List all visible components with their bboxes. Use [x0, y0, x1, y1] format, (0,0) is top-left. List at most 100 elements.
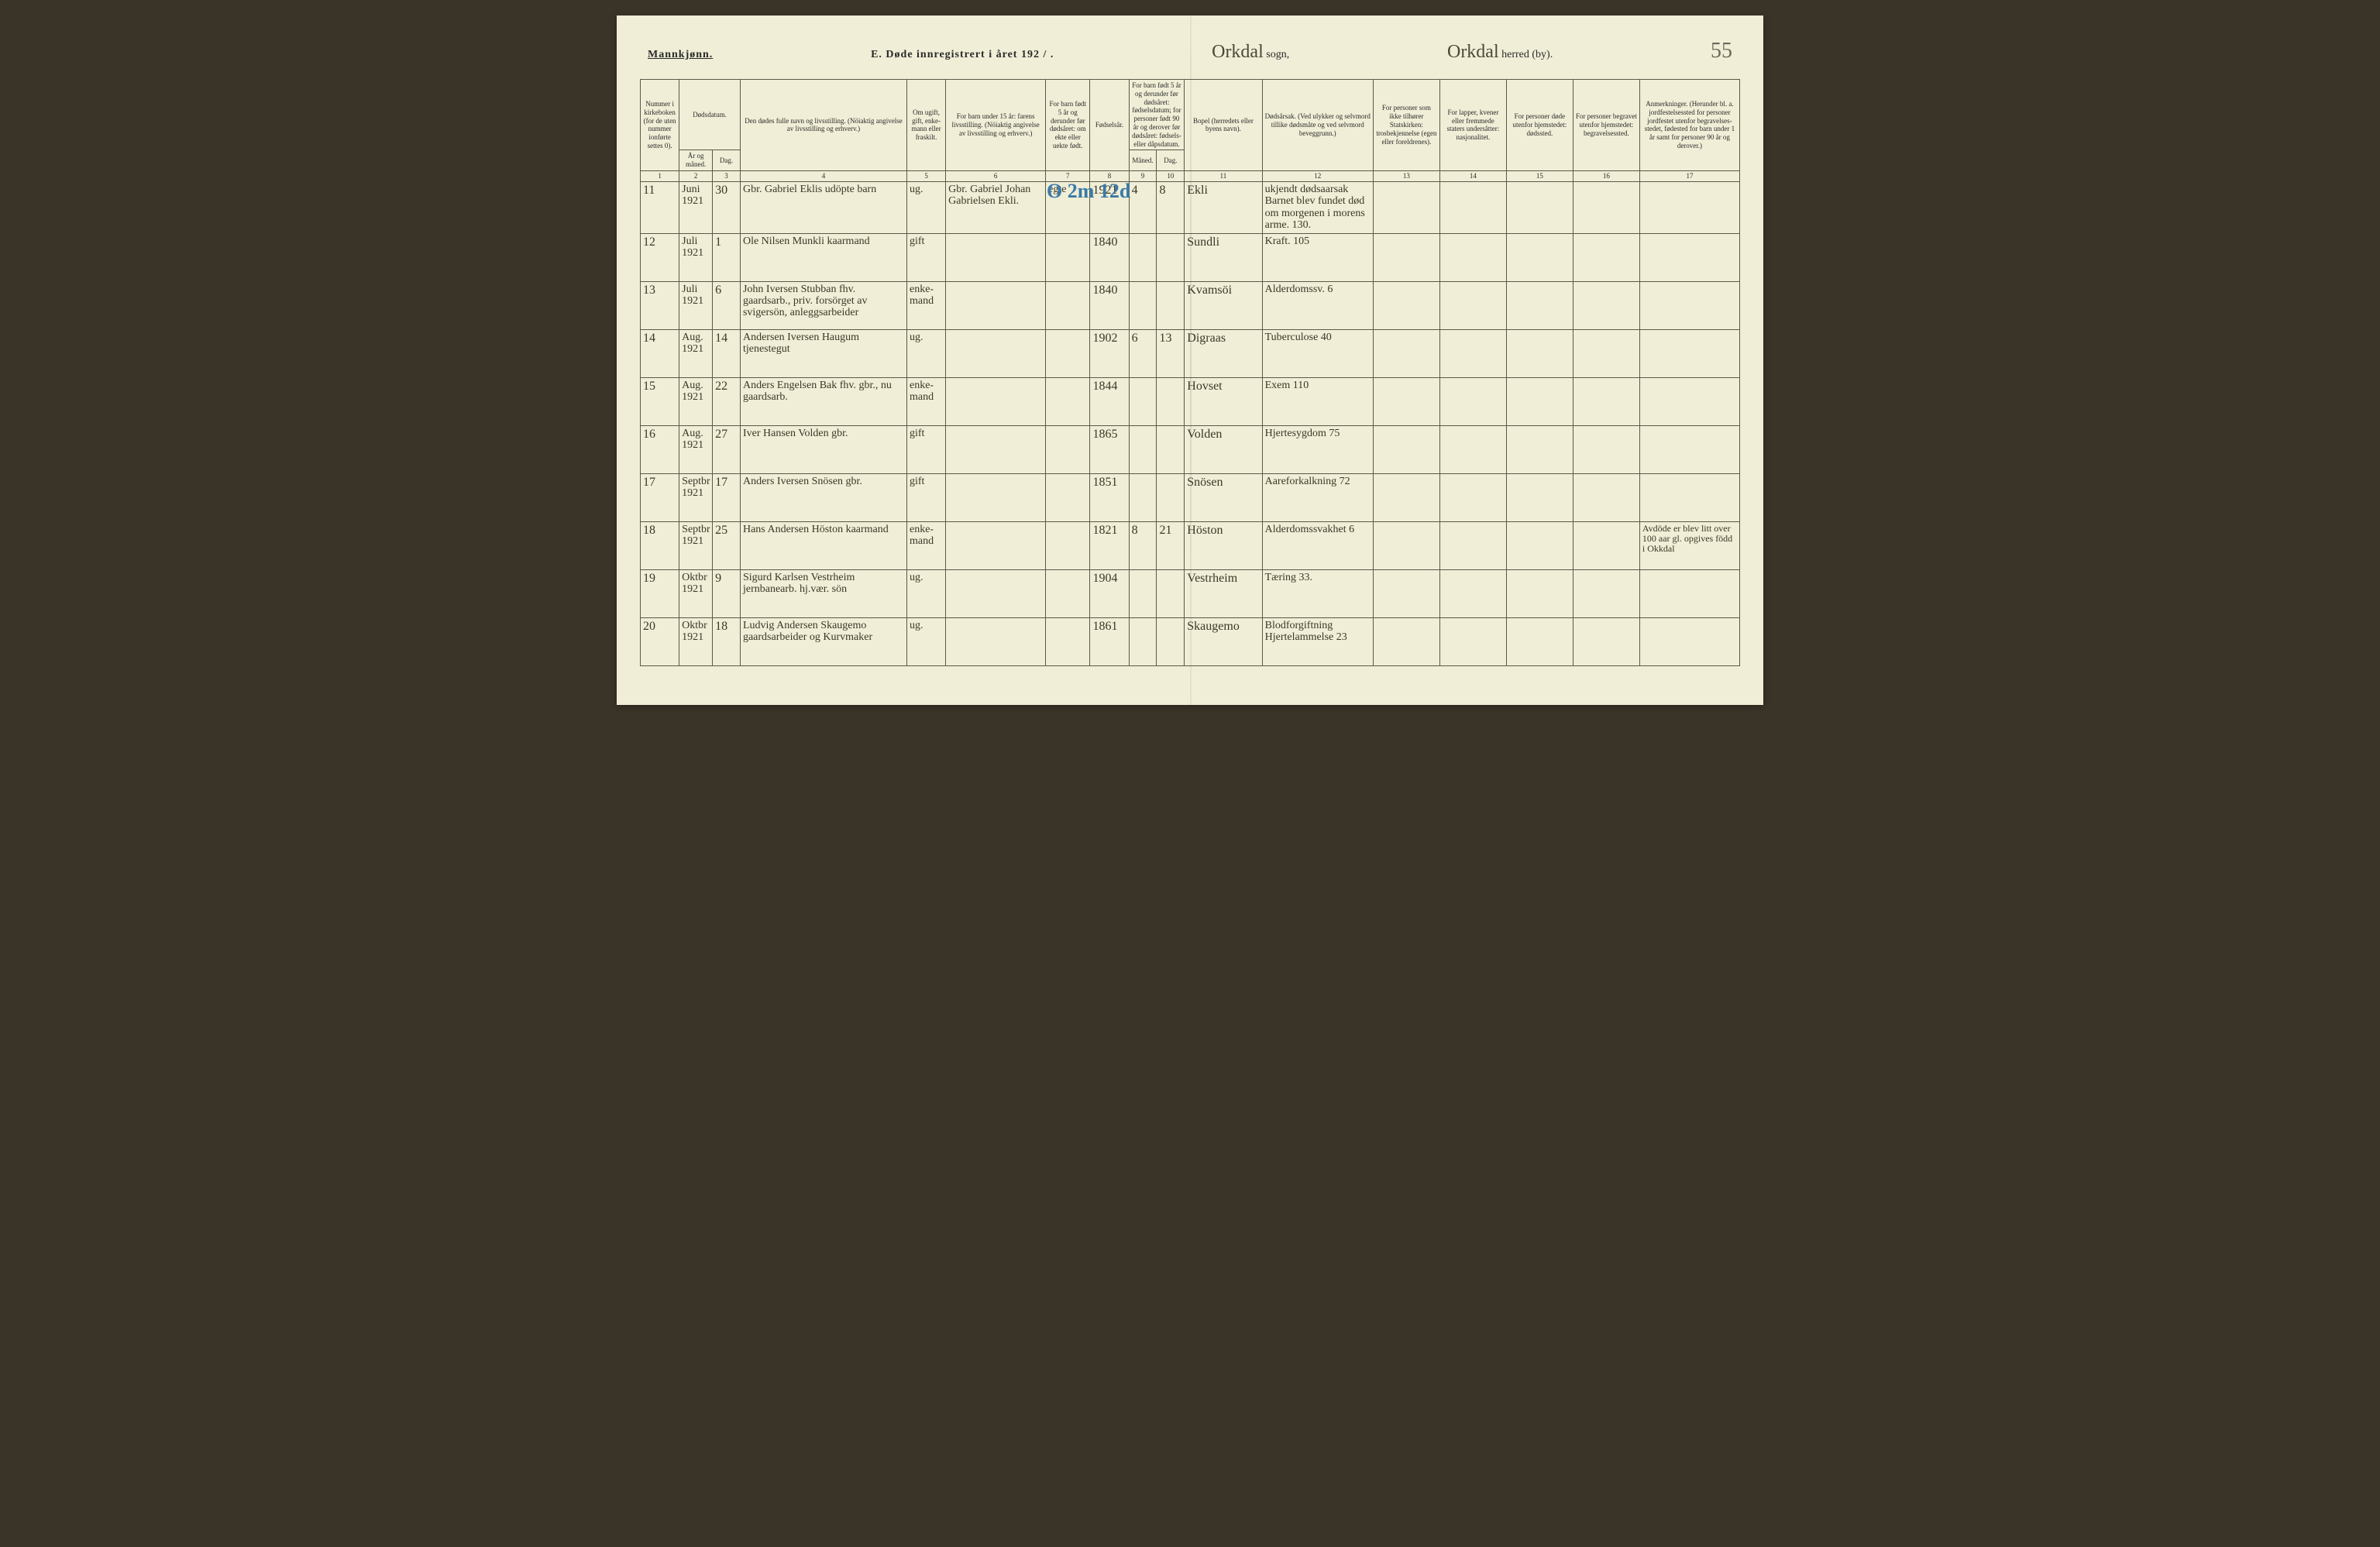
birth-day — [1157, 233, 1185, 281]
legitimacy — [1046, 281, 1090, 329]
herred-field: Orkdal herred (by). — [1447, 42, 1553, 63]
header-row-1: Nummer i kirke­boken (for de uten nummer… — [641, 80, 1740, 150]
burial-place — [1573, 473, 1639, 521]
residence: Snösen — [1185, 473, 1262, 521]
herred-value: Orkdal — [1447, 42, 1499, 62]
name-occupation: John Iversen Stubban fhv. gaardsarb., pr… — [740, 281, 906, 329]
record-number: 14 — [641, 329, 679, 377]
parent-occupation — [946, 473, 1046, 521]
burial-place — [1573, 569, 1639, 617]
column-number: 14 — [1439, 170, 1506, 181]
birth-day — [1157, 569, 1185, 617]
remarks — [1639, 377, 1739, 425]
table-header: Nummer i kirke­boken (for de uten nummer… — [641, 80, 1740, 171]
column-number: 4 — [740, 170, 906, 181]
residence: Vestrheim — [1185, 569, 1262, 617]
table-body: 11Juni 192130Gbr. Gabriel Eklis udöpte b… — [641, 181, 1740, 665]
birth-year: 1844 — [1090, 377, 1129, 425]
residence: Höston — [1185, 521, 1262, 569]
nationality — [1439, 521, 1506, 569]
nationality — [1439, 569, 1506, 617]
nationality — [1439, 329, 1506, 377]
parent-occupation — [946, 329, 1046, 377]
legitimacy — [1046, 569, 1090, 617]
birth-day — [1157, 473, 1185, 521]
column-number: 10 — [1157, 170, 1185, 181]
birth-year: 1904 — [1090, 569, 1129, 617]
record-number: 15 — [641, 377, 679, 425]
name-occupation: Iver Hansen Volden gbr. — [740, 425, 906, 473]
birth-day — [1157, 425, 1185, 473]
name-occupation: Ludvig Andersen Skaugemo gaardsarbeider … — [740, 617, 906, 665]
nationality — [1439, 181, 1506, 233]
marital-status: enke­mand — [906, 377, 945, 425]
burial-place — [1573, 329, 1639, 377]
burial-place — [1573, 281, 1639, 329]
column-number: 3 — [713, 170, 741, 181]
death-place — [1506, 569, 1573, 617]
col-residence: Bopel (herredets eller byens navn). — [1185, 80, 1262, 171]
death-year-month: Aug. 1921 — [679, 377, 713, 425]
legitimacy — [1046, 521, 1090, 569]
col-legit: For barn født 5 år og derunder før døds­… — [1046, 80, 1090, 171]
sogn-label: sogn, — [1266, 49, 1289, 60]
column-number: 16 — [1573, 170, 1639, 181]
faith — [1373, 377, 1439, 425]
name-occupation: Andersen Iversen Haugum tjenestegut — [740, 329, 906, 377]
marital-status: ug. — [906, 569, 945, 617]
cause-of-death: Blodforgiftning Hjertelammelse 23 — [1262, 617, 1373, 665]
record-number: 12 — [641, 233, 679, 281]
nationality — [1439, 281, 1506, 329]
record-number: 13 — [641, 281, 679, 329]
burial-place — [1573, 181, 1639, 233]
death-place — [1506, 377, 1573, 425]
remarks — [1639, 329, 1739, 377]
remarks — [1639, 181, 1739, 233]
death-day: 25 — [713, 521, 741, 569]
cause-of-death: Aareforkalkning 72 — [1262, 473, 1373, 521]
record-number: 11 — [641, 181, 679, 233]
residence: Kvamsöi — [1185, 281, 1262, 329]
marital-status: gift — [906, 473, 945, 521]
cause-of-death: ukjendt dødsaarsak Barnet blev fundet dø… — [1262, 181, 1373, 233]
legitimacy — [1046, 329, 1090, 377]
death-year-month: Septbr 1921 — [679, 521, 713, 569]
col-parent: For barn under 15 år: farens livsstillin… — [946, 80, 1046, 171]
cause-of-death: Tuberculose 40 — [1262, 329, 1373, 377]
parent-occupation — [946, 617, 1046, 665]
table-row: 15Aug. 192122Anders Engelsen Bak fhv. gb… — [641, 377, 1740, 425]
col-birthyear: Fødsels­år. — [1090, 80, 1129, 171]
death-year-month: Septbr 1921 — [679, 473, 713, 521]
death-day: 30 — [713, 181, 741, 233]
birth-year: 1851 — [1090, 473, 1129, 521]
name-occupation: Ole Nilsen Munkli kaarmand — [740, 233, 906, 281]
legitimacy — [1046, 617, 1090, 665]
death-day: 17 — [713, 473, 741, 521]
death-day: 27 — [713, 425, 741, 473]
cause-of-death: Alderdomssv. 6 — [1262, 281, 1373, 329]
death-year-month: Aug. 1921 — [679, 329, 713, 377]
document-page: Mannkjønn. E. Døde innregistrert i året … — [617, 15, 1763, 705]
gender-label: Mannkjønn. — [648, 49, 713, 61]
residence: Volden — [1185, 425, 1262, 473]
nationality — [1439, 233, 1506, 281]
birth-day — [1157, 377, 1185, 425]
cause-of-death: Tæring 33. — [1262, 569, 1373, 617]
table-row: 19Oktbr 19219Sigurd Karlsen Vestrheim je… — [641, 569, 1740, 617]
death-year-month: Juli 1921 — [679, 233, 713, 281]
marital-status: enke­mand — [906, 281, 945, 329]
birth-month — [1129, 473, 1157, 521]
column-number: 13 — [1373, 170, 1439, 181]
legitimacy — [1046, 377, 1090, 425]
birth-year: 1921 — [1090, 181, 1129, 233]
marital-status: ug. — [906, 329, 945, 377]
col-deathplace: For personer døde utenfor hjemstedet: dø… — [1506, 80, 1573, 171]
death-place — [1506, 233, 1573, 281]
herred-label: herred (by). — [1501, 49, 1553, 60]
residence: Ekli — [1185, 181, 1262, 233]
death-day: 1 — [713, 233, 741, 281]
death-year-month: Juli 1921 — [679, 281, 713, 329]
legitimacy — [1046, 233, 1090, 281]
marital-status: ug. — [906, 617, 945, 665]
burial-place — [1573, 377, 1639, 425]
